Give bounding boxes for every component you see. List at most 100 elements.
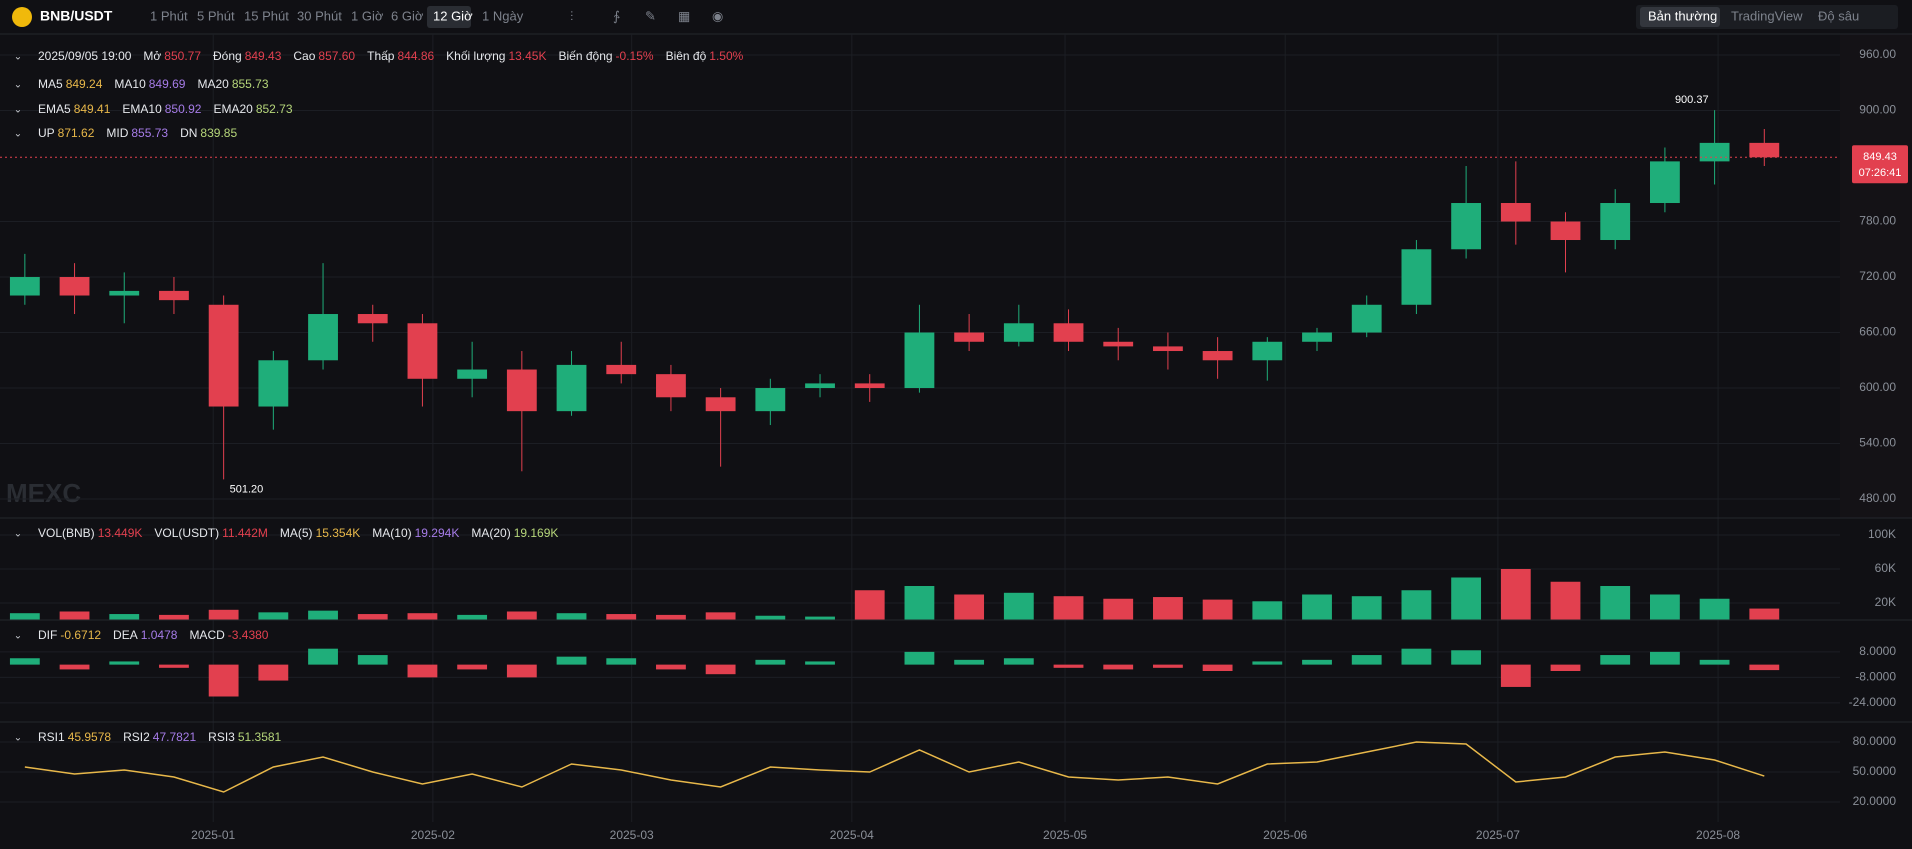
y-tick-label: 60K: [1875, 561, 1896, 575]
candle-body: [9, 277, 40, 296]
legend-value: 1.50%: [709, 49, 743, 63]
candle-body: [109, 290, 140, 296]
last-price-label: 849.43: [1863, 151, 1897, 163]
legend-label: DN: [180, 126, 197, 140]
candle-body: [1550, 221, 1581, 241]
volume-bar: [656, 614, 686, 620]
legend-value: 47.7821: [153, 730, 197, 744]
tool-icon[interactable]: ∱: [613, 8, 620, 23]
volume-bar: [9, 613, 40, 620]
legend-value: 844.86: [397, 49, 434, 63]
tool-icon[interactable]: ▦: [678, 8, 690, 23]
tool-icon[interactable]: ✎: [645, 8, 656, 23]
tool-icon[interactable]: ⫶: [570, 8, 573, 23]
legend-label: MACD: [189, 628, 225, 642]
candle-body: [1500, 203, 1531, 222]
volume-bar: [1252, 601, 1283, 620]
legend-value: 855.73: [131, 126, 168, 140]
candle-body: [357, 314, 388, 324]
view-button[interactable]: TradingView: [1731, 8, 1803, 23]
interval-button[interactable]: 1 Phút: [150, 8, 188, 23]
x-tick-label: 2025-03: [610, 828, 654, 842]
legend-value: 857.60: [318, 49, 355, 63]
interval-button[interactable]: 30 Phút: [297, 8, 342, 23]
volume-bar: [1699, 598, 1730, 620]
interval-selected-bg: [427, 6, 471, 28]
volume-bar: [357, 614, 388, 620]
legend-value: -0.6712: [60, 628, 101, 642]
legend-toggle[interactable]: ⌄: [14, 733, 22, 744]
interval-button[interactable]: 12 Giờ: [433, 8, 473, 23]
legend-label: 2025/09/05 19:00: [38, 49, 132, 63]
countdown-label: 07:26:41: [1859, 167, 1902, 179]
legend-label: Biến động: [559, 49, 613, 63]
y-tick-label: 780.00: [1859, 214, 1896, 228]
macd-bar: [656, 664, 686, 670]
candle-body: [656, 374, 686, 398]
legend-toggle[interactable]: ⌄: [14, 80, 22, 91]
legend-row: DIF -0.6712 DEA 1.0478 MACD -3.4380: [38, 628, 269, 642]
volume-bar: [59, 611, 90, 620]
volume-bar: [854, 590, 885, 620]
legend-toggle[interactable]: ⌄: [14, 631, 22, 642]
candle-body: [1351, 304, 1382, 333]
legend-toggle[interactable]: ⌄: [14, 105, 22, 116]
candle-body: [1153, 346, 1183, 352]
watermark: MEXC: [6, 478, 81, 508]
volume-bar: [1153, 597, 1183, 620]
volume-bar: [755, 615, 786, 620]
legend-value: 849.43: [245, 49, 282, 63]
candle-body: [506, 369, 537, 412]
y-tick-label: 720.00: [1859, 269, 1896, 283]
legend-label: Mở: [143, 49, 161, 63]
x-tick-label: 2025-04: [830, 828, 874, 842]
interval-button[interactable]: 15 Phút: [244, 8, 289, 23]
symbol[interactable]: BNB/USDT: [40, 8, 113, 24]
legend-label: EMA10: [122, 102, 162, 116]
volume-bar: [308, 610, 338, 620]
y-tick-label: -8.0000: [1855, 670, 1896, 684]
view-button[interactable]: Bản thường: [1648, 8, 1717, 23]
candle-body: [308, 314, 338, 361]
macd-bar: [9, 658, 40, 665]
legend-row: UP 871.62 MID 855.73 DN 839.85: [38, 126, 237, 140]
macd-bar: [59, 664, 90, 670]
interval-button[interactable]: 1 Ngày: [482, 8, 524, 23]
macd-bar: [1550, 664, 1581, 671]
macd-bar: [1351, 655, 1382, 665]
legend-value: 871.62: [58, 126, 95, 140]
last-price-tag: [1852, 145, 1908, 184]
legend-label: DEA: [113, 628, 138, 642]
macd-bar: [904, 651, 935, 665]
interval-button[interactable]: 6 Giờ: [391, 8, 424, 23]
candle-body: [705, 397, 736, 412]
legend-label: VOL(USDT): [154, 526, 219, 540]
tool-icon[interactable]: ◉: [712, 8, 723, 23]
macd-bar: [1451, 650, 1482, 665]
legend-value: 51.3581: [238, 730, 282, 744]
interval-button[interactable]: 5 Phút: [197, 8, 235, 23]
legend-toggle[interactable]: ⌄: [14, 529, 22, 540]
volume-bar: [1351, 596, 1382, 620]
volume-bar: [1401, 590, 1432, 620]
legend-value: 839.85: [200, 126, 237, 140]
x-tick-label: 2025-08: [1696, 828, 1740, 842]
interval-button[interactable]: 1 Giờ: [351, 8, 384, 23]
candle-body: [1302, 332, 1332, 342]
legend-label: MA5: [38, 77, 63, 91]
legend-label: DIF: [38, 628, 57, 642]
extreme-label: 900.37: [1675, 94, 1709, 106]
y-tick-label: 900.00: [1859, 103, 1896, 117]
legend-label: UP: [38, 126, 55, 140]
candle-body: [1202, 351, 1233, 361]
legend-value: 11.442M: [222, 526, 268, 540]
view-button[interactable]: Độ sâu: [1818, 8, 1859, 23]
macd-bar: [1302, 659, 1332, 665]
volume-bar: [258, 612, 289, 620]
y-tick-label: 80.0000: [1853, 734, 1897, 748]
legend-toggle[interactable]: ⌄: [14, 52, 22, 63]
y-tick-label: 600.00: [1859, 380, 1896, 394]
legend-toggle[interactable]: ⌄: [14, 129, 22, 140]
legend-value: 45.9578: [68, 730, 112, 744]
x-tick-label: 2025-05: [1043, 828, 1087, 842]
